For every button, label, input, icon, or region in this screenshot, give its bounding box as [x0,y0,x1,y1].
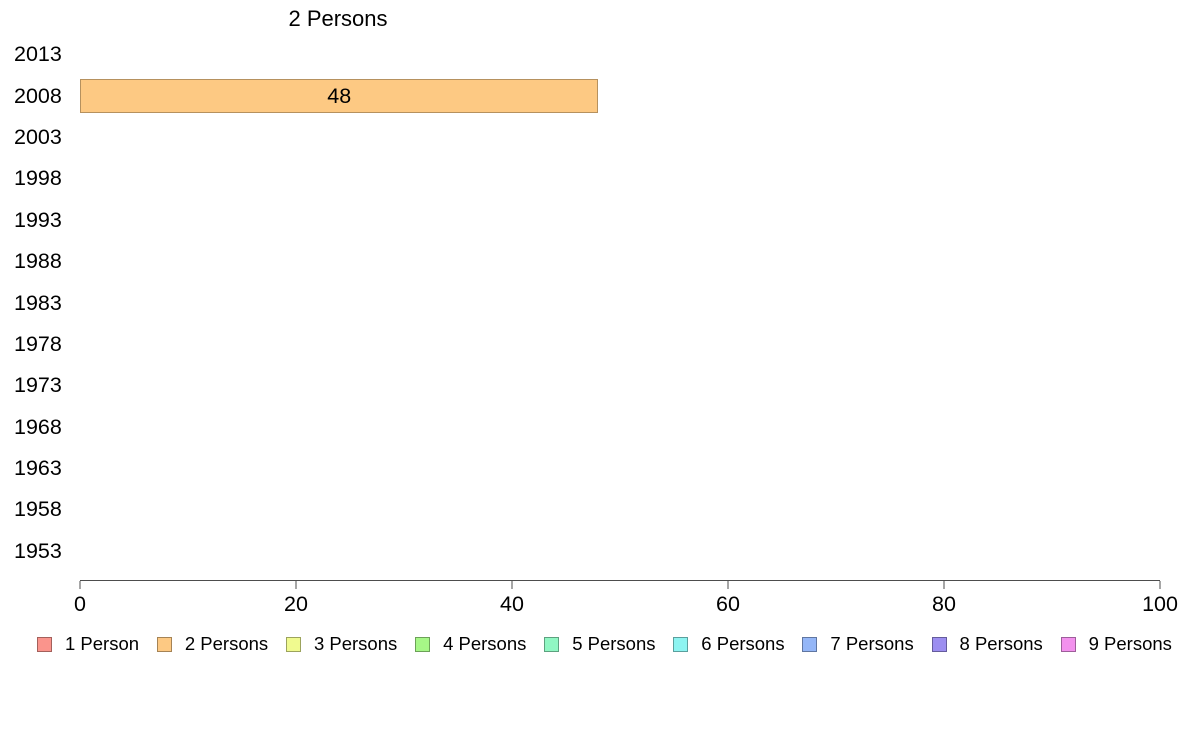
legend-swatch [37,636,52,652]
bar-value-label: 48 [327,83,352,108]
bar-track [80,489,1160,530]
legend-item: 9 Persons [1060,633,1172,655]
x-axis-tick-label: 0 [74,592,86,616]
x-axis-tick [79,581,81,589]
legend-label: 1 Person [65,633,140,654]
legend: 1 Person 2 Persons 3 Persons 4 Persons 5 Per… [37,633,1172,655]
x-axis-tick-label: 20 [284,592,308,616]
legend-item: 1 Person [37,633,139,655]
legend-swatch [931,636,947,652]
y-axis-label: 1998 [14,166,62,191]
chart-title: 2 Persons [288,6,388,31]
legend-swatch [544,636,560,652]
legend-swatch [1060,636,1076,652]
x-axis-tick [943,581,945,589]
bar-track: 48 [80,75,1160,116]
legend-label: 7 Persons [830,633,914,654]
bar-track [80,282,1160,323]
legend-label: 5 Persons [572,633,656,654]
chart-row: 1978 [0,324,1160,365]
y-axis-label: 1993 [14,207,62,232]
y-axis-label: 2003 [14,124,62,149]
legend-item: 7 Persons [802,633,914,655]
bar-track [80,448,1160,489]
bar-track [80,241,1160,282]
x-axis-tick-label: 60 [716,592,740,616]
legend-swatch [673,636,689,652]
legend-item: 8 Persons [931,633,1043,655]
chart-row: 1973 [0,365,1160,406]
legend-item: 3 Persons [285,633,398,655]
legend-label: 4 Persons [443,633,527,654]
bar-track [80,34,1160,75]
x-axis-tick [511,581,513,589]
chart-row: 2003 [0,117,1160,158]
y-axis-label: 2013 [14,42,62,67]
bar-2008: 48 [80,79,599,114]
chart-row: 1998 [0,158,1160,199]
legend-item: 5 Persons [544,633,655,655]
bar-track [80,200,1160,241]
x-axis-tick-label: 80 [932,592,956,616]
legend-label: 9 Persons [1088,633,1172,654]
legend-swatch [285,636,301,652]
x-axis: 0 20 40 60 80 100 [74,580,1178,616]
chart-row: 1953 [0,531,1160,572]
chart-row: 1988 [0,241,1160,282]
chart-row: 1963 [0,448,1160,489]
chart-row: 2008 48 [0,75,1160,116]
y-axis-label: 1963 [14,456,62,481]
legend-item: 6 Persons [673,633,785,655]
y-axis-label: 1973 [14,373,62,398]
bar-track [80,531,1160,572]
legend-item: 4 Persons [415,633,526,655]
x-axis-tick-label: 100 [1142,592,1178,616]
y-axis-label: 1953 [14,538,62,563]
bar-track [80,158,1160,199]
bar-track [80,324,1160,365]
chart-row: 2013 [0,34,1160,75]
legend-label: 2 Persons [184,633,269,654]
chart-row: 1968 [0,407,1160,448]
legend-label: 8 Persons [959,633,1043,654]
x-axis-tick-label: 40 [500,592,524,616]
x-axis-tick [727,581,729,589]
y-axis-label: 1958 [14,497,62,522]
legend-item: 2 Persons [156,633,269,655]
x-axis-tick [295,581,297,589]
chart-row: 1958 [0,489,1160,530]
x-axis-tick [1159,581,1161,589]
legend-swatch [156,636,172,652]
y-axis-label: 2008 [14,83,62,108]
legend-label: 3 Persons [313,633,398,654]
bar-track [80,407,1160,448]
legend-swatch [802,636,818,652]
y-axis-label: 1978 [14,331,62,356]
chart-row: 1993 [0,200,1160,241]
legend-swatch [415,636,431,652]
bar-track [80,365,1160,406]
y-axis-label: 1988 [14,249,62,274]
bar-track [80,117,1160,158]
y-axis-label: 1983 [14,290,62,315]
y-axis-label: 1968 [14,414,62,439]
plot-area: 2013 2008 48 2003 1998 1993 1988 1983 1978 1973 19… [0,34,1160,572]
chart-row: 1983 [0,282,1160,323]
legend-label: 6 Persons [701,633,785,654]
